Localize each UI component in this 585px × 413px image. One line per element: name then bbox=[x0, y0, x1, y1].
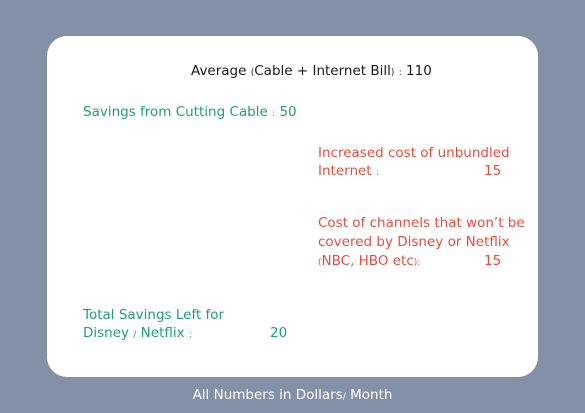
savings-cutting-cable-value: 50 bbox=[279, 104, 297, 120]
unbundled-internet-label: Internet bbox=[318, 163, 372, 179]
footer-note: All Numbers in Dollars/ Month bbox=[0, 385, 585, 407]
unbundled-internet-line1: Increased cost of unbundled bbox=[318, 145, 510, 161]
uncovered-channels-line1: Cost of channels that won’t be bbox=[318, 215, 525, 231]
average-paren-close: ) bbox=[390, 68, 395, 78]
total-savings-colon: : bbox=[188, 330, 192, 340]
average-line: Average (Cable + Internet Bill) : 110 bbox=[191, 61, 432, 83]
uncovered-channels-examples: NBC, HBO etc bbox=[321, 253, 414, 269]
average-detail: Cable + Internet Bill bbox=[254, 63, 391, 79]
average-value: 110 bbox=[406, 63, 432, 79]
uncovered-channels-line3: (NBC, HBO etc): bbox=[318, 251, 420, 273]
footer-slash: / bbox=[342, 392, 346, 402]
total-savings-line1: Total Savings Left for bbox=[83, 307, 225, 323]
savings-cutting-cable-colon: : bbox=[272, 109, 276, 119]
unbundled-internet-colon: : bbox=[375, 168, 379, 178]
savings-cutting-cable-line: Savings from Cutting Cable : 50 bbox=[83, 102, 297, 124]
unbundled-internet-value: 15 bbox=[484, 163, 502, 179]
total-savings-value: 20 bbox=[270, 325, 288, 341]
savings-cutting-cable-label: Savings from Cutting Cable bbox=[83, 104, 268, 120]
total-savings-line2: Disney / Netflix : bbox=[83, 323, 192, 345]
info-card bbox=[47, 36, 538, 377]
total-savings-netflix: Netflix bbox=[140, 325, 185, 341]
total-savings-slash: / bbox=[133, 330, 137, 340]
footer-text-a: All Numbers in Dollars bbox=[192, 387, 343, 403]
uncovered-channels-paren-close: ) bbox=[413, 258, 418, 268]
unbundled-internet-line2: Internet : bbox=[318, 161, 379, 183]
uncovered-channels-paren-open: ( bbox=[318, 258, 322, 268]
average-paren-open: ( bbox=[250, 68, 255, 78]
uncovered-channels-colon: : bbox=[417, 258, 421, 268]
uncovered-channels-value: 15 bbox=[484, 253, 502, 269]
average-label: Average bbox=[191, 63, 247, 79]
footer-text-b: Month bbox=[350, 387, 393, 403]
average-colon: : bbox=[398, 68, 402, 78]
uncovered-channels-line2: covered by Disney or Netflix bbox=[318, 234, 510, 250]
total-savings-disney: Disney bbox=[83, 325, 130, 341]
